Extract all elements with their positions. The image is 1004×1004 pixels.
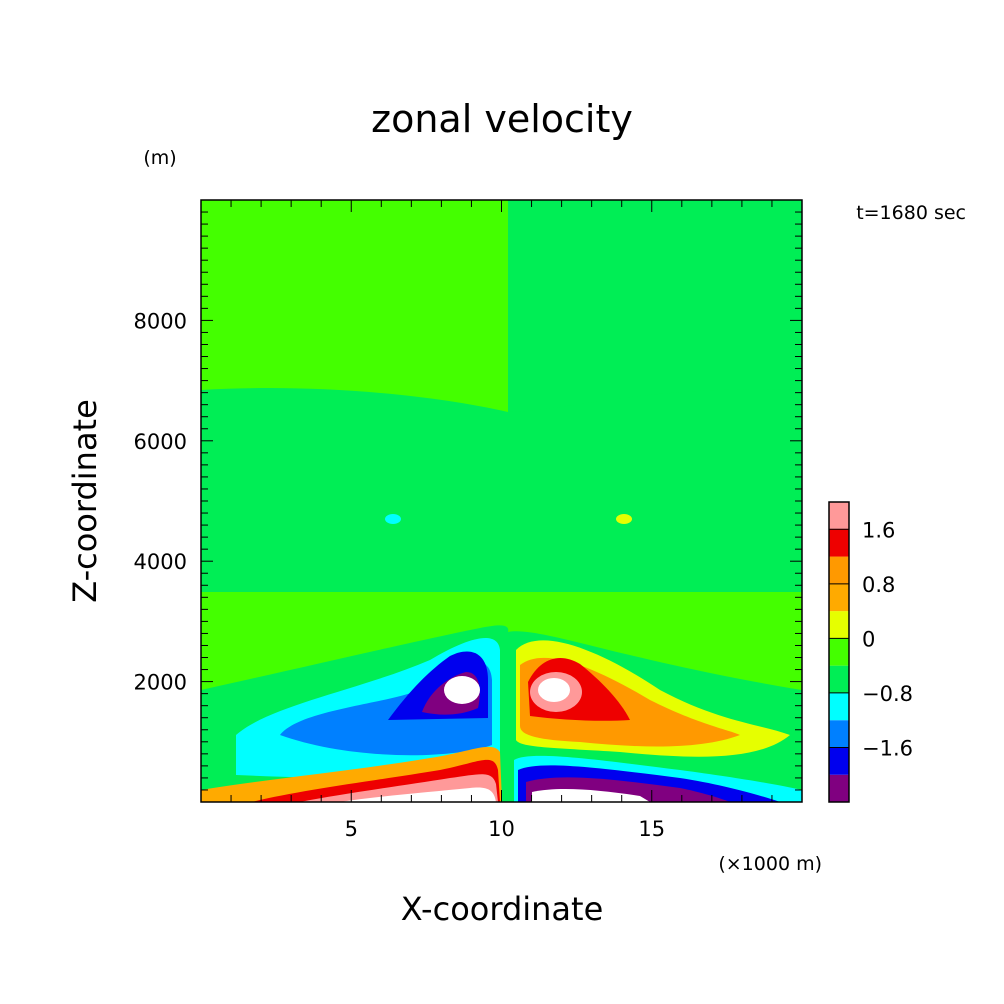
- colorbar-swatch: [829, 611, 849, 639]
- y-tick-label: 4000: [134, 550, 187, 574]
- region-mid-band: [201, 388, 802, 592]
- chart-title: zonal velocity: [371, 97, 633, 141]
- colorbar-swatch: [829, 556, 849, 584]
- y-tick-label: 8000: [134, 309, 187, 333]
- contour-plot-area: [200, 199, 803, 803]
- colorbar-swatch: [829, 583, 849, 612]
- colorbar-tick-label: −0.8: [862, 682, 913, 706]
- colorbar-swatch: [829, 665, 849, 693]
- colorbar-swatch: [829, 774, 849, 802]
- x-tick-label: 5: [345, 817, 358, 841]
- x-tick-label: 15: [638, 817, 665, 841]
- colorbar: −1.6 −0.8 0 0.8 1.6: [828, 501, 913, 803]
- region-left-core: [444, 676, 480, 704]
- colorbar-swatch: [829, 502, 849, 530]
- y-tick-label: 2000: [134, 671, 187, 695]
- colorbar-swatch: [829, 747, 849, 775]
- y-tick-label: 6000: [134, 430, 187, 454]
- colorbar-swatch: [829, 692, 849, 721]
- region-right-core: [538, 678, 570, 702]
- x-unit-label: (×1000 m): [718, 853, 822, 875]
- colorbar-tick-label: −1.6: [862, 736, 913, 760]
- x-axis-title: X-coordinate: [401, 890, 604, 928]
- x-axis-ticks: 5 10 15: [230, 200, 773, 841]
- y-axis-title: Z-coordinate: [66, 399, 104, 603]
- colorbar-swatch: [829, 638, 849, 666]
- colorbar-tick-label: 1.6: [862, 518, 895, 542]
- colorbar-swatch: [829, 529, 849, 557]
- colorbar-tick-label: 0: [862, 627, 875, 651]
- region-left-surface-core: [340, 787, 496, 802]
- x-tick-label: 10: [488, 817, 515, 841]
- region-left-small-anomaly: [385, 514, 401, 524]
- colorbar-frame: [828, 501, 850, 803]
- colorbar-tick-label: 0.8: [862, 573, 895, 597]
- y-axis-ticks: 2000 4000 6000 8000: [134, 211, 802, 791]
- time-label: t=1680 sec: [856, 202, 966, 224]
- region-right-small-anomaly: [616, 514, 632, 524]
- y-unit-label: (m): [143, 147, 176, 169]
- colorbar-swatch: [829, 720, 849, 748]
